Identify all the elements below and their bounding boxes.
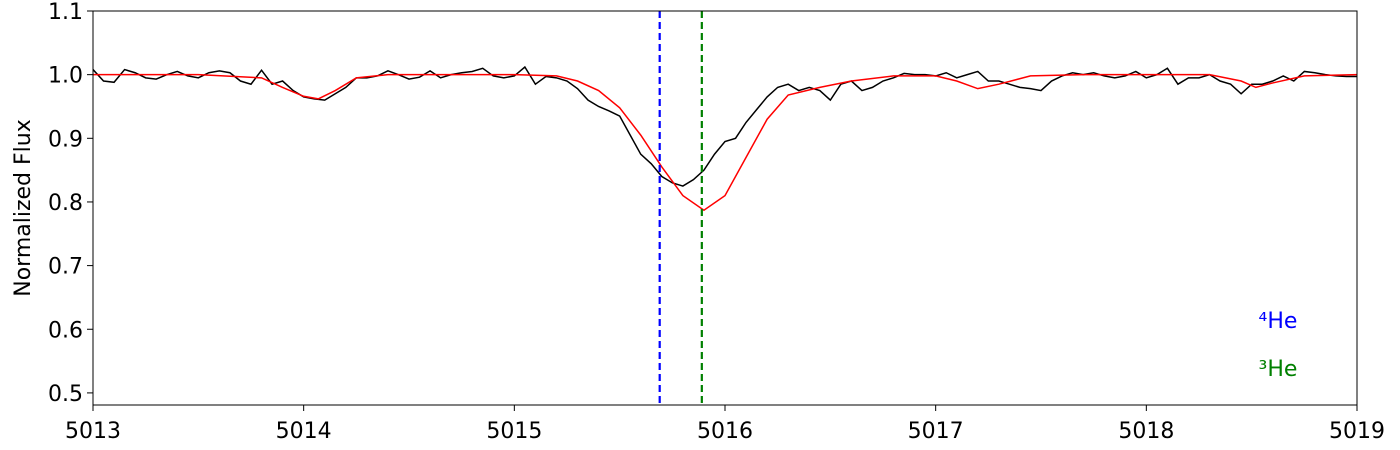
series-line <box>93 73 1358 212</box>
y-tick-label: 1.0 <box>48 64 83 89</box>
x-tick-label: 5017 <box>908 419 964 444</box>
y-axis-label: Normalized Flux <box>11 119 36 296</box>
y-tick-label: 1.1 <box>48 0 83 25</box>
x-tick-label: 5013 <box>65 419 121 444</box>
x-tick-label: 5019 <box>1329 419 1385 444</box>
y-tick-label: 0.6 <box>48 318 83 343</box>
annotation: ³He <box>1259 357 1298 382</box>
plot-frame <box>92 10 1358 406</box>
x-tick-label: 5015 <box>486 419 542 444</box>
x-tick-label: 5014 <box>276 419 332 444</box>
x-tick-label: 5018 <box>1118 419 1174 444</box>
y-tick-label: 0.9 <box>48 127 83 152</box>
annotation: ⁴He <box>1259 309 1298 334</box>
y-tick-label: 0.5 <box>48 382 83 407</box>
y-tick-label: 0.7 <box>48 255 83 280</box>
x-tick-label: 5016 <box>697 419 753 444</box>
y-tick-label: 0.8 <box>48 191 83 216</box>
series-line <box>92 65 1357 187</box>
